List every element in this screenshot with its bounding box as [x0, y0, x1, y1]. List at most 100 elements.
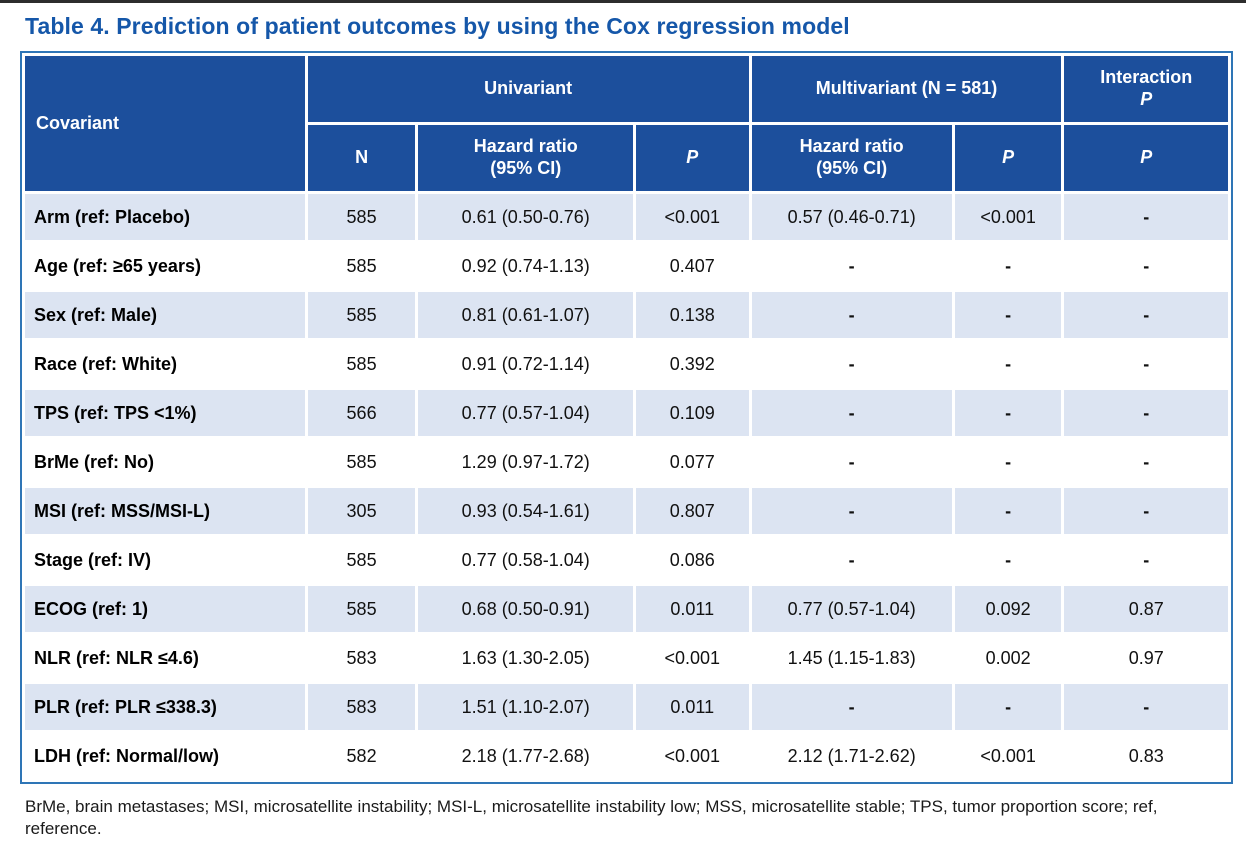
uni-p-cell: <0.001: [635, 733, 749, 779]
cox-regression-table: Covariant Univariant Multivariant (N = 5…: [20, 51, 1233, 784]
multi-hr-cell: -: [751, 439, 952, 485]
header-interaction-p-label: P: [1140, 89, 1153, 109]
uni-hr-cell: 0.91 (0.72-1.14): [418, 341, 633, 387]
header-uni-hr-line2: (95% CI): [490, 158, 562, 178]
header-row-groups: Covariant Univariant Multivariant (N = 5…: [25, 56, 1228, 191]
uni-p-cell: 0.807: [635, 488, 749, 534]
interaction-p-cell: -: [1064, 439, 1228, 485]
header-interaction-p-sub: P: [1064, 125, 1228, 191]
multi-hr-cell: 1.45 (1.15-1.83): [751, 635, 952, 681]
interaction-p-cell: -: [1064, 243, 1228, 289]
multi-hr-cell: 2.12 (1.71-2.62): [751, 733, 952, 779]
multi-p-cell: 0.002: [954, 635, 1062, 681]
n-cell: 585: [307, 243, 416, 289]
header-covariant: Covariant: [25, 56, 305, 191]
uni-hr-cell: 0.61 (0.50-0.76): [418, 194, 633, 240]
uni-hr-cell: 0.93 (0.54-1.61): [418, 488, 633, 534]
n-cell: 585: [307, 537, 416, 583]
interaction-p-cell: -: [1064, 390, 1228, 436]
table-header: Covariant Univariant Multivariant (N = 5…: [25, 56, 1228, 191]
header-multi-hr-line2: (95% CI): [816, 158, 888, 178]
table-row-brme: BrMe (ref: No) 585 1.29 (0.97-1.72) 0.07…: [25, 439, 1228, 485]
interaction-p-cell: 0.87: [1064, 586, 1228, 632]
multi-p-cell: -: [954, 537, 1062, 583]
covariant-cell: Age (ref: ≥65 years): [25, 243, 305, 289]
multi-hr-cell: 0.77 (0.57-1.04): [751, 586, 952, 632]
covariant-cell: ECOG (ref: 1): [25, 586, 305, 632]
uni-hr-cell: 1.63 (1.30-2.05): [418, 635, 633, 681]
n-cell: 585: [307, 439, 416, 485]
header-n: N: [307, 125, 416, 191]
header-interaction-group: Interaction P: [1064, 56, 1228, 122]
multi-p-cell: -: [954, 488, 1062, 534]
table-row-ecog: ECOG (ref: 1) 585 0.68 (0.50-0.91) 0.011…: [25, 586, 1228, 632]
covariant-cell: BrMe (ref: No): [25, 439, 305, 485]
header-interaction-label: Interaction: [1100, 67, 1193, 88]
multi-p-cell: -: [954, 292, 1062, 338]
table-title: Table 4. Prediction of patient outcomes …: [25, 13, 850, 39]
uni-hr-cell: 1.51 (1.10-2.07): [418, 684, 633, 730]
multi-hr-cell: -: [751, 684, 952, 730]
n-cell: 566: [307, 390, 416, 436]
interaction-p-cell: 0.83: [1064, 733, 1228, 779]
uni-hr-cell: 0.81 (0.61-1.07): [418, 292, 633, 338]
n-cell: 582: [307, 733, 416, 779]
uni-p-cell: 0.077: [635, 439, 749, 485]
header-multi-hr-line1: Hazard ratio: [799, 136, 904, 157]
uni-hr-cell: 2.18 (1.77-2.68): [418, 733, 633, 779]
interaction-p-cell: -: [1064, 488, 1228, 534]
footnote: BrMe, brain metastases; MSI, microsatell…: [25, 797, 1158, 838]
multi-hr-cell: -: [751, 488, 952, 534]
uni-hr-cell: 0.68 (0.50-0.91): [418, 586, 633, 632]
covariant-cell: Arm (ref: Placebo): [25, 194, 305, 240]
table-body: Arm (ref: Placebo) 585 0.61 (0.50-0.76) …: [25, 194, 1228, 779]
header-multi-p: P: [954, 125, 1062, 191]
covariant-cell: MSI (ref: MSS/MSI-L): [25, 488, 305, 534]
table-row-sex: Sex (ref: Male) 585 0.81 (0.61-1.07) 0.1…: [25, 292, 1228, 338]
header-uni-hazard-ratio: Hazard ratio (95% CI): [418, 125, 633, 191]
multi-p-cell: -: [954, 341, 1062, 387]
uni-p-cell: <0.001: [635, 194, 749, 240]
interaction-p-cell: -: [1064, 684, 1228, 730]
multi-p-cell: -: [954, 390, 1062, 436]
n-cell: 583: [307, 684, 416, 730]
covariant-cell: Race (ref: White): [25, 341, 305, 387]
covariant-cell: LDH (ref: Normal/low): [25, 733, 305, 779]
covariant-cell: PLR (ref: PLR ≤338.3): [25, 684, 305, 730]
multi-p-cell: 0.092: [954, 586, 1062, 632]
uni-p-cell: 0.011: [635, 586, 749, 632]
multi-p-cell: -: [954, 243, 1062, 289]
multi-hr-cell: -: [751, 341, 952, 387]
header-univariant-group: Univariant: [307, 56, 749, 122]
uni-hr-cell: 0.77 (0.58-1.04): [418, 537, 633, 583]
multi-hr-cell: -: [751, 537, 952, 583]
multi-hr-cell: -: [751, 292, 952, 338]
multi-p-cell: -: [954, 684, 1062, 730]
n-cell: 583: [307, 635, 416, 681]
table-row-ldh: LDH (ref: Normal/low) 582 2.18 (1.77-2.6…: [25, 733, 1228, 779]
table-row-tps: TPS (ref: TPS <1%) 566 0.77 (0.57-1.04) …: [25, 390, 1228, 436]
table-row-nlr: NLR (ref: NLR ≤4.6) 583 1.63 (1.30-2.05)…: [25, 635, 1228, 681]
interaction-p-cell: -: [1064, 194, 1228, 240]
uni-p-cell: 0.086: [635, 537, 749, 583]
header-row-sub: N Hazard ratio (95% CI) P Hazard ratio (95…: [25, 125, 1228, 191]
covariant-cell: Sex (ref: Male): [25, 292, 305, 338]
top-border-line: [0, 0, 1246, 3]
covariant-cell: Stage (ref: IV): [25, 537, 305, 583]
multi-p-cell: <0.001: [954, 194, 1062, 240]
header-multi-hazard-ratio: Hazard ratio (95% CI): [751, 125, 952, 191]
uni-p-cell: 0.392: [635, 341, 749, 387]
header-multivariant-group: Multivariant (N = 581): [751, 56, 1062, 122]
uni-p-cell: 0.407: [635, 243, 749, 289]
table-row-msi: MSI (ref: MSS/MSI-L) 305 0.93 (0.54-1.61…: [25, 488, 1228, 534]
table-row-arm: Arm (ref: Placebo) 585 0.61 (0.50-0.76) …: [25, 194, 1228, 240]
interaction-p-cell: -: [1064, 292, 1228, 338]
n-cell: 585: [307, 292, 416, 338]
covariant-cell: NLR (ref: NLR ≤4.6): [25, 635, 305, 681]
multi-p-cell: -: [954, 439, 1062, 485]
multi-p-cell: <0.001: [954, 733, 1062, 779]
uni-p-cell: <0.001: [635, 635, 749, 681]
interaction-p-cell: -: [1064, 537, 1228, 583]
uni-p-cell: 0.138: [635, 292, 749, 338]
